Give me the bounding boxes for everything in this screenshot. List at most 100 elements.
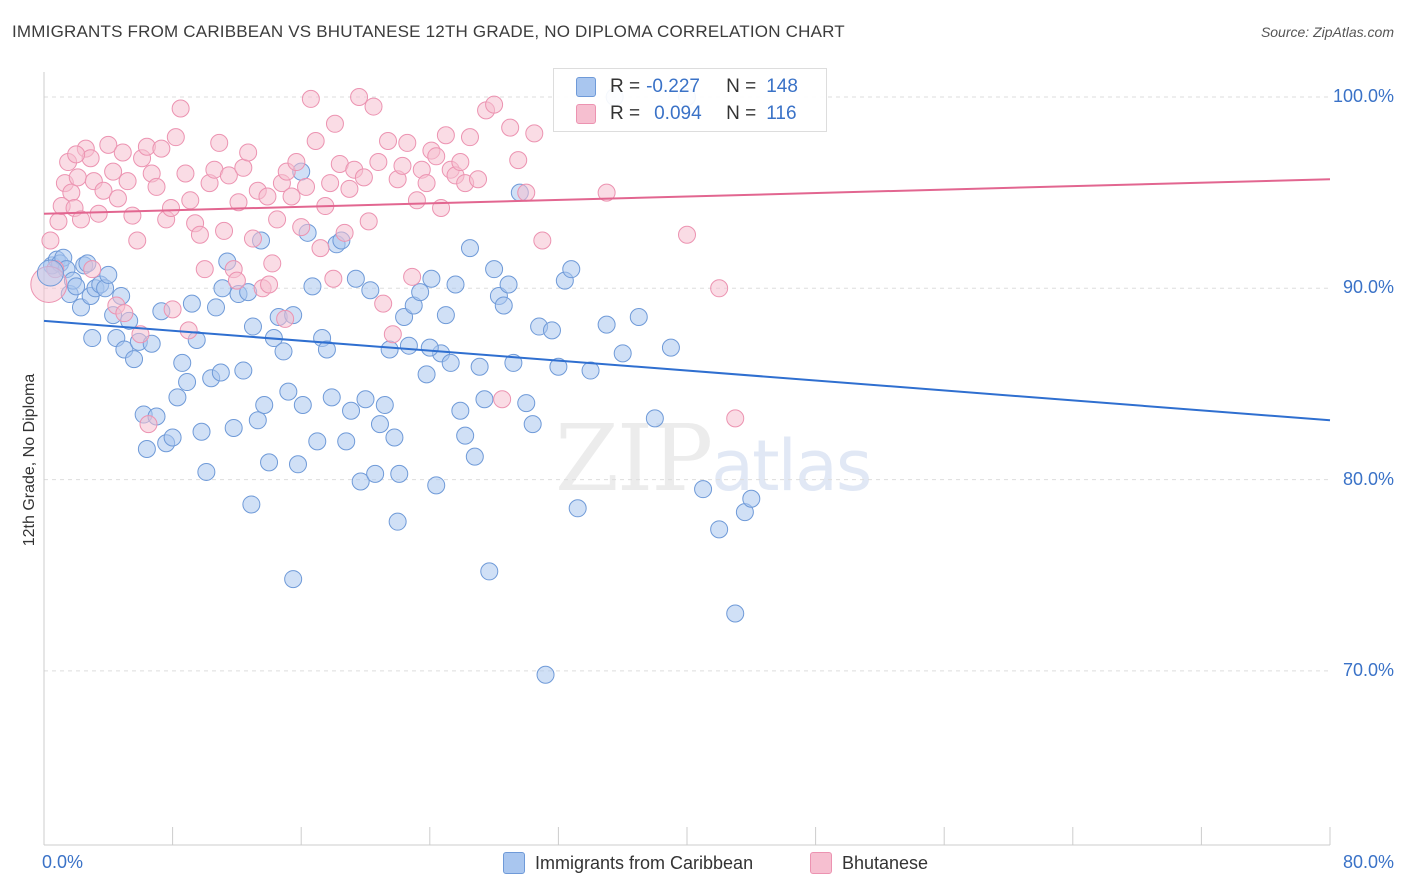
point-bhutanese	[427, 147, 446, 166]
point-bhutanese	[359, 212, 378, 231]
y-tick-label-100: 100.0%	[1332, 86, 1394, 106]
series-legend-caribbean[interactable]: Immigrants from Caribbean	[503, 852, 753, 874]
point-bhutanese	[171, 99, 190, 118]
point-caribbean	[645, 409, 664, 428]
point-caribbean	[242, 495, 261, 514]
point-caribbean	[388, 512, 407, 531]
point-bhutanese	[152, 139, 171, 158]
point-bhutanese	[104, 162, 123, 181]
point-caribbean	[67, 277, 86, 296]
x-tick-label-min: 0.0%	[42, 852, 84, 872]
legend-r-label: R =	[610, 76, 641, 97]
point-bhutanese	[115, 304, 134, 323]
point-caribbean	[420, 338, 439, 357]
point-bhutanese	[393, 156, 412, 175]
point-caribbean	[211, 363, 230, 382]
point-caribbean	[83, 329, 102, 348]
point-caribbean	[224, 418, 243, 437]
trend-line-bhutanese	[43, 178, 1331, 215]
point-bhutanese	[517, 183, 536, 202]
point-caribbean	[337, 432, 356, 451]
point-caribbean	[99, 265, 118, 284]
trend-line-caribbean	[43, 319, 1331, 422]
point-bhutanese	[597, 183, 616, 202]
point-caribbean	[562, 260, 581, 279]
point-bhutanese	[234, 158, 253, 177]
point-bhutanese	[403, 267, 422, 286]
point-caribbean	[417, 365, 436, 384]
point-bhutanese	[501, 118, 520, 137]
point-bhutanese	[407, 191, 426, 210]
point-bhutanese	[436, 126, 455, 145]
point-bhutanese	[71, 210, 90, 229]
point-bhutanese	[324, 269, 343, 288]
point-bhutanese	[374, 294, 393, 313]
point-bhutanese	[108, 189, 127, 208]
point-caribbean	[163, 428, 182, 447]
point-caribbean	[178, 373, 197, 392]
point-bhutanese	[276, 309, 295, 328]
point-caribbean	[173, 353, 192, 372]
point-bhutanese	[239, 143, 258, 162]
y-axis-label: 12th Grade, No Diploma	[21, 373, 38, 547]
point-caribbean	[303, 277, 322, 296]
legend-n-value: 148	[766, 76, 798, 97]
point-caribbean	[243, 317, 262, 336]
point-bhutanese	[49, 212, 68, 231]
point-caribbean	[351, 472, 370, 491]
point-bhutanese	[369, 153, 388, 172]
point-caribbean	[395, 307, 414, 326]
point-bhutanese	[94, 181, 113, 200]
point-bhutanese	[139, 415, 158, 434]
point-bhutanese	[68, 168, 87, 187]
point-caribbean	[470, 357, 489, 376]
point-caribbean	[436, 306, 455, 325]
point-caribbean	[427, 476, 446, 495]
point-caribbean	[207, 298, 226, 317]
legend-swatch-caribbean	[576, 77, 596, 97]
series-legend: Immigrants from Caribbean Bhutanese	[0, 852, 1406, 878]
point-bhutanese	[350, 88, 369, 106]
point-caribbean	[465, 447, 484, 466]
point-caribbean	[288, 455, 307, 474]
point-bhutanese	[89, 204, 108, 223]
point-bhutanese	[533, 231, 552, 250]
point-bhutanese	[485, 95, 504, 114]
point-bhutanese	[62, 183, 81, 202]
legend-n-value: 116	[766, 103, 797, 124]
point-bhutanese	[321, 174, 340, 193]
point-caribbean	[523, 415, 542, 434]
point-bhutanese	[297, 177, 316, 196]
point-caribbean	[260, 453, 279, 472]
legend-r-value: -0.227	[646, 76, 700, 97]
point-caribbean	[346, 269, 365, 288]
point-caribbean	[248, 411, 267, 430]
legend-n-label: N =	[726, 76, 757, 97]
series-swatch-bhutanese	[810, 852, 832, 874]
point-caribbean	[710, 520, 729, 539]
point-caribbean	[456, 426, 475, 445]
point-bhutanese	[282, 187, 301, 206]
point-bhutanese	[525, 124, 544, 143]
point-bhutanese	[364, 97, 383, 116]
point-caribbean	[234, 361, 253, 380]
point-bhutanese	[260, 275, 279, 294]
point-bhutanese	[383, 325, 402, 344]
point-caribbean	[356, 390, 375, 409]
point-caribbean	[255, 395, 274, 414]
point-caribbean	[446, 275, 465, 294]
point-bhutanese	[678, 225, 696, 244]
point-bhutanese	[354, 168, 373, 187]
point-caribbean	[517, 394, 536, 413]
point-bhutanese	[166, 128, 185, 147]
point-caribbean	[342, 401, 361, 420]
series-legend-bhutanese[interactable]: Bhutanese	[810, 852, 928, 874]
point-bhutanese	[287, 153, 306, 172]
point-bhutanese	[292, 218, 311, 237]
point-caribbean	[197, 462, 216, 481]
point-bhutanese	[131, 325, 150, 344]
point-bhutanese	[190, 225, 209, 244]
point-caribbean	[480, 562, 499, 581]
point-bhutanese	[726, 409, 745, 428]
